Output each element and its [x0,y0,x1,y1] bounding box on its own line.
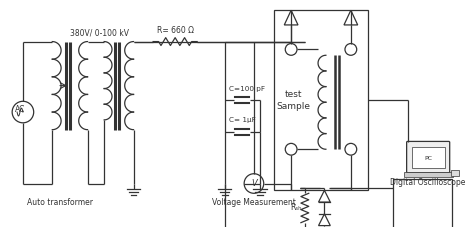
Text: C= 1μF: C= 1μF [229,117,256,123]
FancyBboxPatch shape [407,142,450,173]
Text: R= 660 Ω: R= 660 Ω [156,26,194,35]
Text: Voltage Measurement: Voltage Measurement [212,198,296,207]
Text: test
Sample: test Sample [276,90,310,111]
Bar [404,172,453,177]
Bar [411,147,445,168]
Text: 380V/ 0-100 kV: 380V/ 0-100 kV [70,29,129,38]
Bar [273,10,368,190]
Text: Auto transformer: Auto transformer [27,198,93,207]
Bar [393,179,452,229]
Text: AC: AC [15,105,26,114]
Text: PC: PC [424,155,432,161]
Text: C=100 pF: C=100 pF [229,85,265,92]
Text: Digital Oscilloscope: Digital Oscilloscope [391,178,466,188]
Bar [451,170,458,176]
Text: V: V [251,180,257,188]
Text: Rₛₕ: Rₛₕ [291,204,302,213]
